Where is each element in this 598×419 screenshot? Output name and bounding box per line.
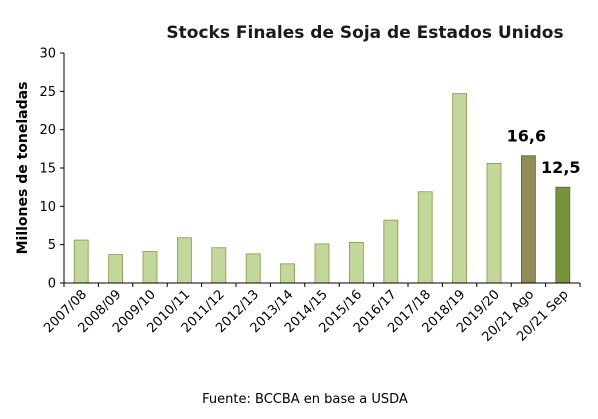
y-tick-label: 10 — [39, 200, 56, 215]
bar — [521, 155, 536, 284]
bar — [142, 251, 158, 284]
y-axis: 0 5 10 15 20 25 30 — [39, 47, 65, 292]
y-tick-label: 0 — [48, 277, 56, 292]
data-label: 16,6 — [507, 127, 546, 146]
bar — [245, 253, 261, 284]
bar — [452, 93, 468, 284]
y-axis-label: Millones de toneladas — [15, 82, 31, 255]
y-tick-label: 30 — [39, 47, 56, 62]
bar — [176, 237, 192, 284]
bar — [280, 263, 296, 284]
bar — [486, 162, 502, 284]
y-tick-label: 20 — [39, 123, 56, 138]
data-label: 12,5 — [541, 158, 580, 177]
bar — [73, 239, 89, 284]
bars — [73, 93, 571, 284]
bar — [314, 243, 330, 284]
bar — [383, 219, 399, 284]
bar — [417, 191, 433, 284]
x-axis: 2007/082008/092009/102010/112011/122012/… — [41, 283, 581, 345]
chart-title: Stocks Finales de Soja de Estados Unidos — [166, 23, 563, 43]
y-tick-label: 15 — [39, 162, 56, 177]
bar — [348, 241, 364, 284]
y-tick-label: 25 — [39, 85, 56, 100]
bar — [211, 247, 227, 284]
source-note: Fuente: BCCBA en base a USDA — [202, 392, 408, 407]
bar — [108, 254, 123, 284]
data-labels: 16,6 12,5 — [507, 127, 581, 177]
bar — [555, 186, 571, 284]
y-tick-label: 5 — [48, 238, 56, 253]
